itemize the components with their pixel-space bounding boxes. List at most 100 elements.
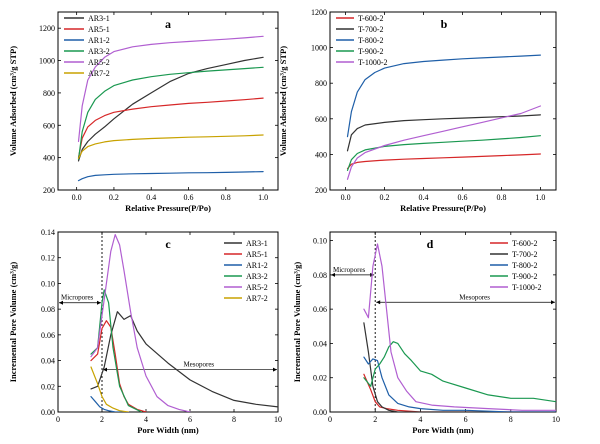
x-tick-label: 4	[418, 415, 422, 424]
y-tick-label: 0.06	[41, 331, 55, 340]
legend-label: AR1-2	[88, 36, 110, 45]
x-tick-label: 0.4	[419, 193, 429, 202]
y-tick-label: 1200	[311, 8, 327, 17]
y-tick-label: 1200	[39, 24, 55, 33]
y-tick-label: 1000	[39, 57, 55, 66]
x-axis-title: Pore Width (nm)	[137, 425, 199, 435]
series-line-t-900-2	[363, 341, 556, 403]
x-tick-label: 2	[100, 415, 104, 424]
x-tick-label: 0	[56, 415, 60, 424]
panel-letter: c	[165, 237, 171, 251]
x-tick-label: 2	[373, 415, 377, 424]
series-line-ar5-1	[90, 320, 147, 412]
x-axis-title: Relative Pressure(P/Po)	[400, 203, 486, 213]
arrow-head-right	[97, 300, 101, 305]
panel-letter: b	[441, 17, 448, 31]
legend-label: T-700-2	[358, 25, 383, 34]
series-line-ar7-2	[90, 366, 129, 412]
y-tick-label: 0.08	[313, 271, 327, 280]
panel-b: 0.0 0.2 0.4 0.6 0.8 1.0 200 400 600 800 1000 1200 Re…	[278, 8, 557, 213]
y-tick-label: 0.10	[41, 279, 55, 288]
legend: T-600-2 T-700-2 T-800-2 T-900-2 T-1000-2	[336, 14, 387, 67]
legend-label: AR5-2	[88, 58, 110, 67]
arrow-head-left	[331, 272, 335, 277]
legend-label: T-1000-2	[512, 283, 541, 292]
panel-letter: a	[165, 17, 171, 31]
legend-label: AR3-1	[88, 14, 110, 23]
y-axis-title: Incremental Pore Volume (cm³/g)	[292, 262, 302, 383]
series-line-t-1000-2	[363, 243, 556, 411]
arrow-head-left	[59, 300, 63, 305]
legend-label: AR7-2	[246, 294, 268, 303]
y-tick-label: 0.04	[41, 357, 55, 366]
legend-label: AR5-1	[88, 25, 110, 34]
series-line-ar3-1	[90, 311, 278, 408]
x-tick-label: 0	[328, 415, 332, 424]
x-axis-title: Pore Width (nm)	[412, 425, 474, 435]
legend-label: T-800-2	[358, 36, 383, 45]
legend-label: AR3-2	[246, 272, 268, 281]
series-line-t-800-2	[363, 356, 556, 412]
series-line-t-1000-2	[346, 105, 542, 180]
y-tick-label: 0.00	[313, 408, 327, 417]
y-tick-label: 800	[43, 89, 55, 98]
y-tick-label: 800	[315, 79, 327, 88]
x-axis-title: Relative Pressure(P/Po)	[125, 203, 211, 213]
y-tick-label: 600	[315, 115, 327, 124]
panel-letter: d	[427, 237, 434, 251]
x-tick-label: 0.6	[184, 193, 194, 202]
arrow-head-left	[103, 367, 107, 372]
legend-label: AR1-2	[246, 261, 268, 270]
series-line-ar1-2	[77, 171, 264, 182]
legend: T-600-2 T-700-2 T-800-2 T-900-2 T-1000-2	[490, 239, 541, 292]
series-line-t-800-2	[346, 54, 542, 138]
y-tick-label: 0.02	[41, 382, 55, 391]
y-tick-label: 0.12	[41, 254, 55, 263]
legend-label: T-900-2	[512, 272, 537, 281]
legend: AR3-1 AR5-1 AR1-2 AR3-2 AR5-2 AR7-2	[64, 14, 110, 78]
x-tick-label: 0.4	[146, 193, 156, 202]
panel-c: 0 2 4 6 8 10 0.00 0.02 0.04 0.06 0.08 0.10 0.12 0.14 P…	[8, 228, 282, 435]
series-line-ar5-2	[77, 35, 264, 143]
x-tick-label: 1.0	[535, 193, 545, 202]
series-line-t-700-2	[363, 322, 556, 412]
x-tick-label: 10	[274, 415, 282, 424]
series-line-ar7-2	[77, 134, 264, 159]
x-tick-label: 0.0	[341, 193, 351, 202]
legend-label: AR7-2	[88, 69, 110, 78]
series-line-ar3-1	[77, 56, 264, 162]
y-tick-label: 0.06	[313, 305, 327, 314]
x-tick-label: 0.6	[457, 193, 467, 202]
plot-frame	[329, 231, 557, 413]
x-tick-label: 1.0	[258, 193, 268, 202]
y-tick-label: 200	[43, 186, 55, 195]
series-line-ar3-2	[77, 66, 264, 160]
series-line-t-600-2	[363, 373, 556, 412]
x-tick-label: 0.0	[72, 193, 82, 202]
legend-label: AR5-1	[246, 250, 268, 259]
legend-label: T-900-2	[358, 47, 383, 56]
series-line-t-700-2	[346, 114, 542, 152]
legend-label: AR5-2	[246, 283, 268, 292]
y-tick-label: 400	[315, 150, 327, 159]
arrow-head-left	[376, 300, 381, 305]
y-tick-label: 0.10	[313, 237, 327, 246]
plot-frame	[57, 11, 279, 191]
y-tick-label: 1000	[311, 44, 327, 53]
y-tick-label: 0.04	[313, 339, 327, 348]
series-line-ar5-2	[90, 234, 191, 412]
arrow-head-right	[273, 367, 277, 372]
legend-label: T-800-2	[512, 261, 537, 270]
x-tick-label: 8	[232, 415, 236, 424]
plot-frame	[329, 11, 557, 191]
y-tick-label: 0.02	[313, 374, 327, 383]
legend: AR3-1 AR5-1 AR1-2 AR3-2 AR5-2 AR7-2	[224, 239, 268, 303]
y-tick-label: 200	[315, 186, 327, 195]
plot-frame	[57, 231, 279, 413]
series-line-t-600-2	[346, 153, 542, 170]
legend-label: AR3-2	[88, 47, 110, 56]
arrow-head-right	[551, 300, 555, 305]
x-tick-label: 6	[464, 415, 468, 424]
panel-a: 0.0 0.2 0.4 0.6 0.8 1.0 200 400 600 800 1000 1200 Re…	[8, 11, 279, 213]
micropores-label: Micropores	[61, 294, 94, 302]
